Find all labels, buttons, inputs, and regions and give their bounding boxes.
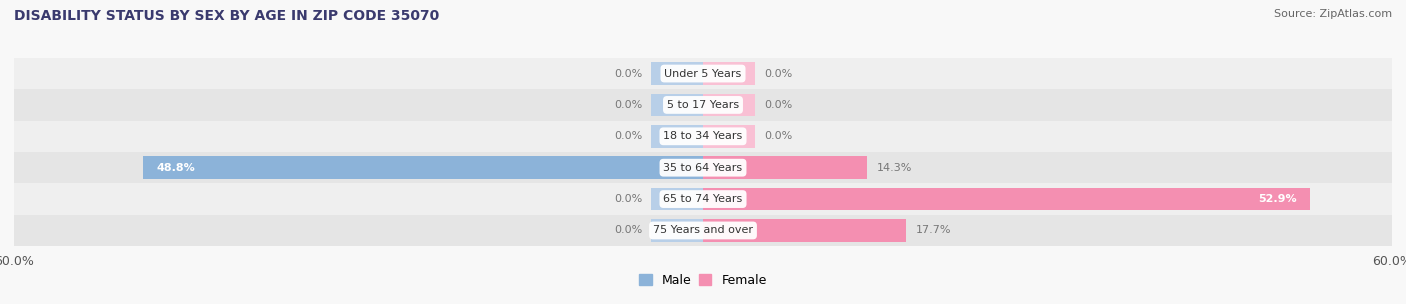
Text: 5 to 17 Years: 5 to 17 Years — [666, 100, 740, 110]
Bar — [703, 219, 907, 242]
Text: 0.0%: 0.0% — [763, 100, 792, 110]
Bar — [703, 156, 868, 179]
Bar — [703, 125, 755, 148]
Bar — [703, 94, 755, 116]
Bar — [651, 125, 703, 148]
Bar — [703, 62, 755, 85]
Bar — [142, 156, 703, 179]
Bar — [14, 58, 1392, 89]
Text: 0.0%: 0.0% — [614, 131, 643, 141]
Text: 0.0%: 0.0% — [614, 100, 643, 110]
Text: 0.0%: 0.0% — [614, 68, 643, 78]
Text: 18 to 34 Years: 18 to 34 Years — [664, 131, 742, 141]
Text: DISABILITY STATUS BY SEX BY AGE IN ZIP CODE 35070: DISABILITY STATUS BY SEX BY AGE IN ZIP C… — [14, 9, 439, 23]
Bar — [651, 188, 703, 210]
Text: 0.0%: 0.0% — [763, 131, 792, 141]
Text: 0.0%: 0.0% — [614, 194, 643, 204]
Text: 35 to 64 Years: 35 to 64 Years — [664, 163, 742, 173]
Bar — [14, 152, 1392, 183]
Text: 65 to 74 Years: 65 to 74 Years — [664, 194, 742, 204]
Text: 48.8%: 48.8% — [156, 163, 195, 173]
Text: 0.0%: 0.0% — [763, 68, 792, 78]
Bar — [703, 188, 1310, 210]
Legend: Male, Female: Male, Female — [634, 269, 772, 292]
Text: 14.3%: 14.3% — [876, 163, 911, 173]
Bar — [651, 62, 703, 85]
Text: 75 Years and over: 75 Years and over — [652, 226, 754, 236]
Bar — [14, 183, 1392, 215]
Bar — [14, 121, 1392, 152]
Bar — [651, 219, 703, 242]
Text: Under 5 Years: Under 5 Years — [665, 68, 741, 78]
Text: 0.0%: 0.0% — [614, 226, 643, 236]
Bar — [651, 94, 703, 116]
Text: 52.9%: 52.9% — [1258, 194, 1296, 204]
Bar — [14, 215, 1392, 246]
Bar — [14, 89, 1392, 121]
Text: 17.7%: 17.7% — [915, 226, 950, 236]
Text: Source: ZipAtlas.com: Source: ZipAtlas.com — [1274, 9, 1392, 19]
